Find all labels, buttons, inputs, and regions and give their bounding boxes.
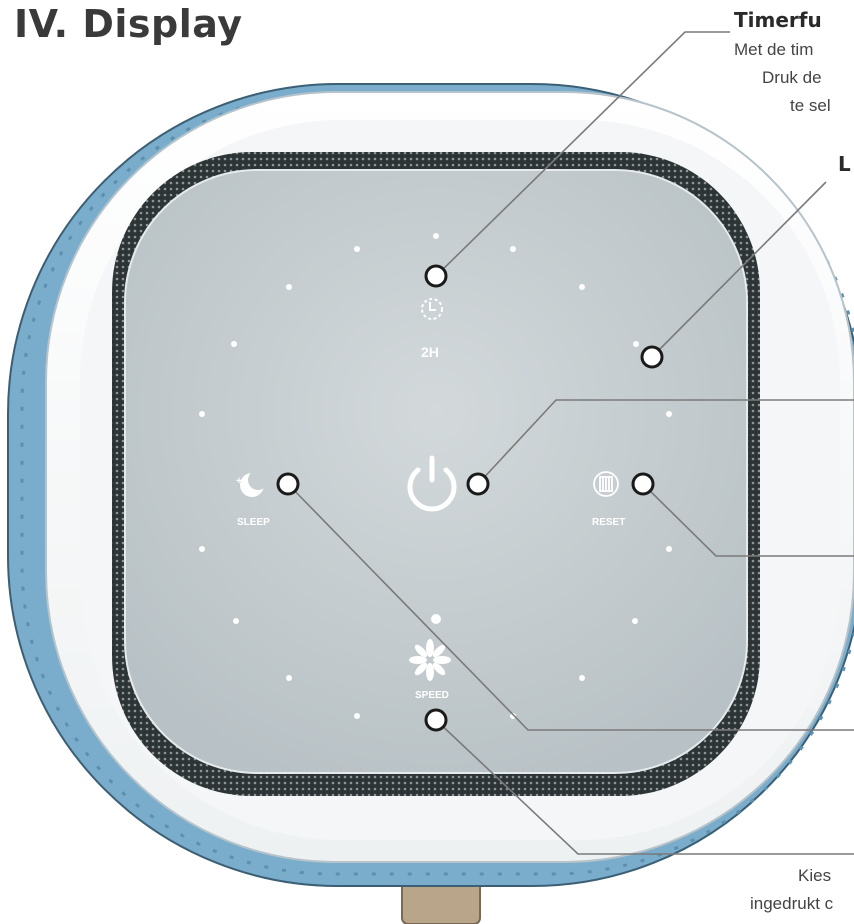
sleep-label: SLEEP: [237, 517, 270, 528]
sleep-anchor: [276, 472, 300, 496]
power-icon[interactable]: [407, 455, 457, 512]
callout-anchors: [276, 264, 664, 732]
page-title: IV. Display: [14, 2, 243, 46]
timer-description-line-1: Met de tim: [734, 40, 814, 59]
control-panel: [124, 169, 748, 774]
indicator-dot-ring: [199, 233, 672, 719]
light-function-heading: L: [838, 152, 851, 176]
timer-anchor: [424, 264, 448, 288]
power-pointer-line: [477, 399, 854, 485]
timer-value-label: 2H: [421, 344, 439, 360]
timer-description-line-3: te sel: [790, 96, 831, 115]
reset-label: RESET: [592, 517, 625, 528]
timer-description-line-2: Druk de: [762, 68, 822, 87]
speed-indicator-dot: [431, 614, 441, 624]
filter-reset-icon[interactable]: [593, 471, 619, 497]
sleep-moon-icon[interactable]: +: [236, 470, 268, 497]
callout-pointer-lines: [287, 31, 854, 855]
light-anchor: [640, 345, 664, 369]
timer-pointer-line: [435, 31, 730, 277]
timer-function-heading: Timerfu: [734, 8, 822, 32]
svg-text:+: +: [236, 476, 242, 487]
reset-pointer-line: [642, 483, 854, 557]
speed-pointer-line: [435, 719, 854, 855]
speed-label: SPEED: [415, 690, 449, 701]
speed-description-line-1: Kies: [798, 866, 832, 885]
sleep-pointer-line: [287, 483, 854, 731]
timer-icon[interactable]: [421, 298, 443, 320]
light-pointer-line: [651, 181, 827, 358]
speed-description-line-2: ingedrukt c: [750, 894, 834, 913]
fan-speed-icon[interactable]: [409, 639, 451, 681]
reset-anchor: [631, 472, 655, 496]
speed-anchor: [424, 708, 448, 732]
power-anchor: [466, 472, 490, 496]
